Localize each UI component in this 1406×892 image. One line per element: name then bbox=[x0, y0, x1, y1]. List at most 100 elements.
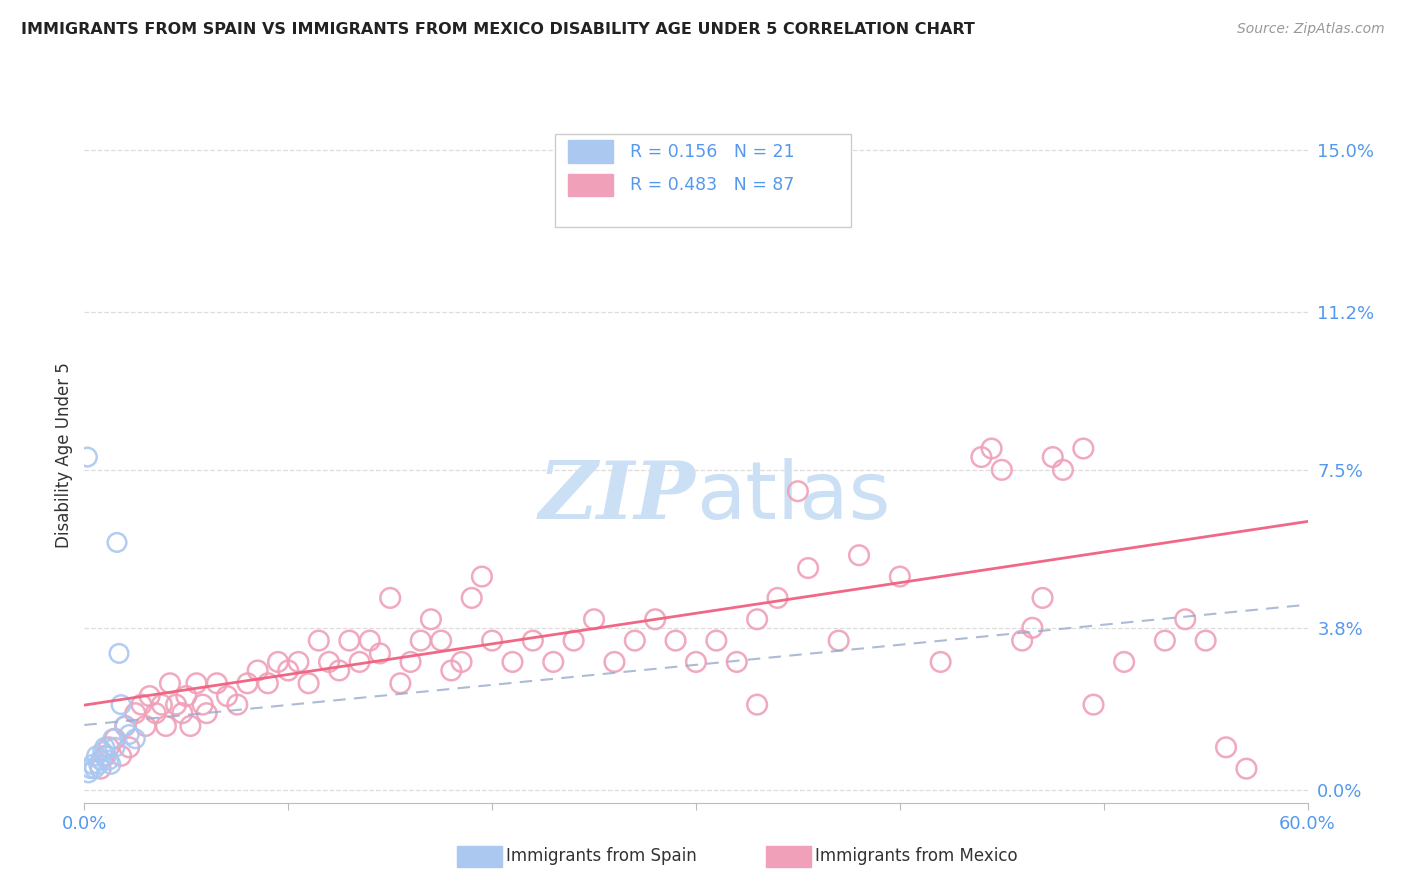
Point bbox=[135, 719, 157, 733]
Point bbox=[217, 689, 239, 703]
Point bbox=[105, 535, 128, 549]
Point bbox=[766, 591, 789, 605]
Point bbox=[889, 569, 911, 583]
Point bbox=[101, 731, 124, 746]
Point bbox=[90, 753, 112, 767]
Point bbox=[501, 655, 523, 669]
Text: Immigrants from Spain: Immigrants from Spain bbox=[506, 847, 697, 865]
Point bbox=[318, 655, 340, 669]
Text: Source: ZipAtlas.com: Source: ZipAtlas.com bbox=[1237, 22, 1385, 37]
Point bbox=[91, 745, 114, 759]
Point bbox=[195, 706, 218, 721]
Point bbox=[644, 612, 666, 626]
Point bbox=[114, 719, 136, 733]
Point bbox=[83, 762, 105, 776]
Text: IMMIGRANTS FROM SPAIN VS IMMIGRANTS FROM MEXICO DISABILITY AGE UNDER 5 CORRELATI: IMMIGRANTS FROM SPAIN VS IMMIGRANTS FROM… bbox=[21, 22, 974, 37]
Text: R = 0.156   N = 21: R = 0.156 N = 21 bbox=[630, 143, 794, 161]
Point bbox=[522, 633, 544, 648]
Point bbox=[471, 569, 494, 583]
Point bbox=[624, 633, 647, 648]
Point bbox=[848, 548, 870, 562]
Point bbox=[155, 719, 177, 733]
Point bbox=[97, 740, 120, 755]
Y-axis label: Disability Age Under 5: Disability Age Under 5 bbox=[55, 362, 73, 548]
Point bbox=[1021, 621, 1043, 635]
Point bbox=[562, 633, 585, 648]
Point bbox=[191, 698, 214, 712]
Point bbox=[745, 194, 768, 208]
Point bbox=[1032, 591, 1054, 605]
Text: R = 0.483   N = 87: R = 0.483 N = 87 bbox=[630, 176, 794, 194]
Point bbox=[277, 664, 299, 678]
Point bbox=[787, 484, 810, 499]
Point bbox=[104, 731, 127, 746]
Point bbox=[246, 664, 269, 678]
Point bbox=[287, 655, 309, 669]
Point bbox=[145, 706, 167, 721]
Point bbox=[450, 655, 472, 669]
Point bbox=[980, 442, 1002, 456]
Point bbox=[87, 757, 110, 772]
Point bbox=[138, 689, 160, 703]
Point bbox=[1195, 633, 1218, 648]
Point bbox=[150, 698, 173, 712]
Point bbox=[100, 757, 122, 772]
Point bbox=[110, 748, 132, 763]
Point bbox=[236, 676, 259, 690]
Point bbox=[745, 698, 768, 712]
Point bbox=[664, 633, 686, 648]
Point bbox=[1011, 633, 1033, 648]
Point bbox=[124, 731, 146, 746]
Point bbox=[461, 591, 484, 605]
Point bbox=[766, 186, 789, 200]
Point bbox=[328, 664, 350, 678]
Point bbox=[440, 664, 463, 678]
Point bbox=[970, 450, 993, 464]
Point bbox=[174, 689, 197, 703]
Point bbox=[118, 740, 141, 755]
Point bbox=[172, 706, 194, 721]
Point bbox=[110, 698, 132, 712]
Point bbox=[1083, 698, 1105, 712]
Point bbox=[298, 676, 321, 690]
Point bbox=[430, 633, 453, 648]
Point bbox=[399, 655, 422, 669]
Point bbox=[797, 561, 820, 575]
Point bbox=[1052, 463, 1074, 477]
Point bbox=[308, 633, 330, 648]
Point bbox=[82, 757, 104, 772]
Point bbox=[339, 633, 360, 648]
Point bbox=[481, 633, 503, 648]
Point bbox=[104, 740, 127, 755]
Point bbox=[86, 748, 108, 763]
Point bbox=[93, 740, 115, 755]
Point bbox=[97, 753, 120, 767]
Point bbox=[93, 748, 115, 763]
Point bbox=[420, 612, 443, 626]
Point bbox=[226, 698, 249, 712]
Text: ZIP: ZIP bbox=[538, 458, 696, 535]
Point bbox=[267, 655, 290, 669]
Point bbox=[827, 633, 849, 648]
Point bbox=[77, 766, 100, 780]
Point bbox=[1042, 450, 1064, 464]
Point bbox=[79, 762, 101, 776]
Point bbox=[725, 655, 748, 669]
Point bbox=[96, 748, 118, 763]
Point bbox=[368, 647, 391, 661]
Point bbox=[1071, 442, 1094, 456]
Point bbox=[131, 698, 153, 712]
Point bbox=[257, 676, 280, 690]
Point bbox=[165, 698, 187, 712]
Point bbox=[90, 762, 112, 776]
Point bbox=[409, 633, 432, 648]
Point bbox=[179, 719, 201, 733]
Point bbox=[1153, 633, 1175, 648]
Text: atlas: atlas bbox=[696, 458, 890, 536]
Point bbox=[543, 655, 565, 669]
Point bbox=[186, 676, 208, 690]
Point bbox=[380, 591, 402, 605]
Point bbox=[205, 676, 228, 690]
Point bbox=[159, 676, 181, 690]
Point bbox=[685, 655, 707, 669]
